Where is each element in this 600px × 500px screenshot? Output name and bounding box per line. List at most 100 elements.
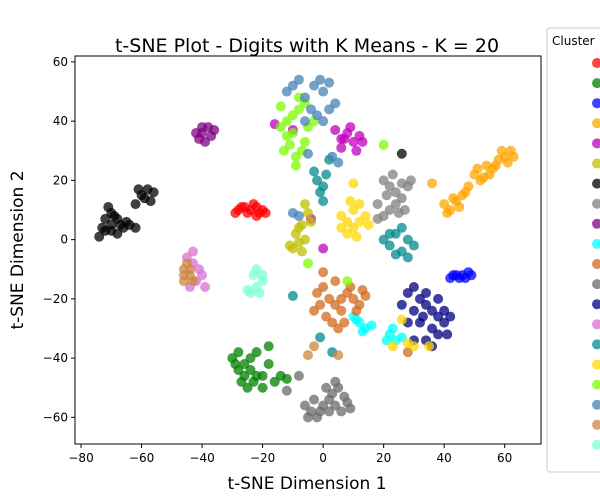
cluster-10-point (318, 282, 329, 293)
cluster-14-point (402, 252, 413, 263)
cluster-11-point (339, 391, 350, 402)
cluster-12-point (421, 287, 432, 298)
legend-marker-13 (592, 319, 600, 330)
cluster-11-point (303, 412, 313, 423)
cluster-10-point (336, 305, 347, 316)
cluster-14-point (315, 332, 326, 343)
cluster-18-point (309, 341, 320, 352)
cluster-1-point (230, 359, 241, 370)
x-tick-label: 60 (497, 451, 512, 465)
cluster-14-point (396, 222, 407, 233)
cluster-6-point (148, 187, 159, 198)
cluster-3-point (478, 172, 489, 183)
x-axis-title: t-SNE Dimension 1 (227, 474, 386, 494)
cluster-17-point (324, 77, 335, 88)
cluster-2-point (448, 270, 459, 281)
cluster-6-point (103, 202, 114, 213)
cluster-19-point (257, 270, 268, 281)
cluster-10-point (330, 276, 341, 287)
cluster-11-point (281, 385, 292, 396)
cluster-17-point (315, 74, 326, 85)
cluster-1-point (245, 353, 256, 364)
y-tick-label: −60 (43, 410, 68, 424)
y-axis: −60 −40 −20 0 20 40 60 (43, 55, 75, 424)
legend-marker-19 (592, 439, 600, 450)
cluster-6-point (133, 184, 144, 195)
cluster-15-point (396, 314, 407, 325)
cluster-4-point (318, 243, 329, 254)
y-tick-label: 0 (60, 233, 68, 247)
cluster-9-point (357, 326, 368, 337)
x-axis: −80 −60 −40 −20 0 20 40 60 (68, 444, 512, 465)
cluster-1-point (281, 373, 292, 384)
y-tick-label: 20 (53, 173, 68, 187)
legend-marker-10 (592, 259, 600, 269)
y-tick-label: 60 (53, 55, 68, 69)
cluster-1-point (233, 347, 244, 358)
legend-marker-2 (592, 98, 600, 109)
cluster-7-point (387, 169, 398, 180)
cluster-9-point (351, 314, 362, 325)
cluster-16-point (275, 101, 286, 112)
cluster-14-point (315, 187, 326, 198)
cluster-11-point (309, 394, 320, 405)
cluster-4-point (336, 142, 347, 153)
cluster-1-point (257, 382, 268, 393)
cluster-18-point (188, 276, 199, 287)
cluster-11-point (315, 406, 326, 417)
cluster-6-point (121, 216, 132, 227)
cluster-5-point (296, 246, 307, 257)
cluster-6-point (100, 213, 111, 224)
cluster-5-point (299, 199, 310, 210)
cluster-14-point (408, 240, 419, 251)
cluster-3-point (472, 163, 483, 174)
cluster-17-point (299, 92, 310, 103)
plot-frame (74, 55, 542, 445)
cluster-7-point (381, 190, 392, 201)
cluster-13-point (197, 270, 208, 281)
cluster-10-point (321, 311, 332, 322)
cluster-18-point (303, 350, 313, 361)
cluster-15-point (354, 199, 365, 210)
cluster-5-point (303, 207, 313, 218)
legend-marker-1 (592, 78, 600, 89)
cluster-4-point (339, 133, 350, 144)
cluster-8-point (191, 128, 202, 139)
legend-items (592, 58, 600, 450)
legend-marker-9 (592, 238, 600, 249)
cluster-14-point (384, 228, 395, 239)
cluster-13-point (188, 246, 199, 257)
cluster-7-point (396, 193, 407, 204)
cluster-11-point (293, 370, 304, 381)
y-axis-title: t-SNE Dimension 2 (8, 170, 28, 329)
cluster-15-point (360, 210, 371, 221)
cluster-14-point (318, 196, 329, 207)
cluster-3-point (490, 160, 501, 171)
cluster-10-point (309, 305, 320, 316)
legend-marker-4 (592, 138, 600, 149)
cluster-16-point (284, 139, 295, 150)
cluster-9-point (366, 320, 377, 331)
cluster-19-point (242, 284, 253, 295)
cluster-15-point (387, 341, 398, 352)
chart-title: t-SNE Plot - Digits with K Means - K = 2… (115, 35, 499, 57)
legend-marker-12 (592, 299, 600, 310)
cluster-3-point (448, 193, 459, 204)
cluster-6-point (130, 222, 141, 233)
legend-marker-14 (592, 339, 600, 350)
x-tick-label: −80 (68, 451, 93, 465)
cluster-15-point (348, 178, 359, 189)
cluster-11-point (321, 382, 332, 393)
cluster-11-point (336, 406, 347, 417)
cluster-0-point (260, 207, 271, 218)
cluster-10-point (318, 267, 329, 278)
cluster-18-point (333, 350, 344, 361)
cluster-16-point (342, 276, 353, 287)
cluster-12-point (408, 305, 419, 316)
y-tick-label: 40 (53, 114, 68, 128)
cluster-7-point (372, 213, 383, 224)
cluster-4-point (330, 125, 341, 136)
legend-marker-15 (592, 359, 600, 370)
cluster-4-point (357, 136, 368, 147)
cluster-2-point (466, 270, 477, 281)
